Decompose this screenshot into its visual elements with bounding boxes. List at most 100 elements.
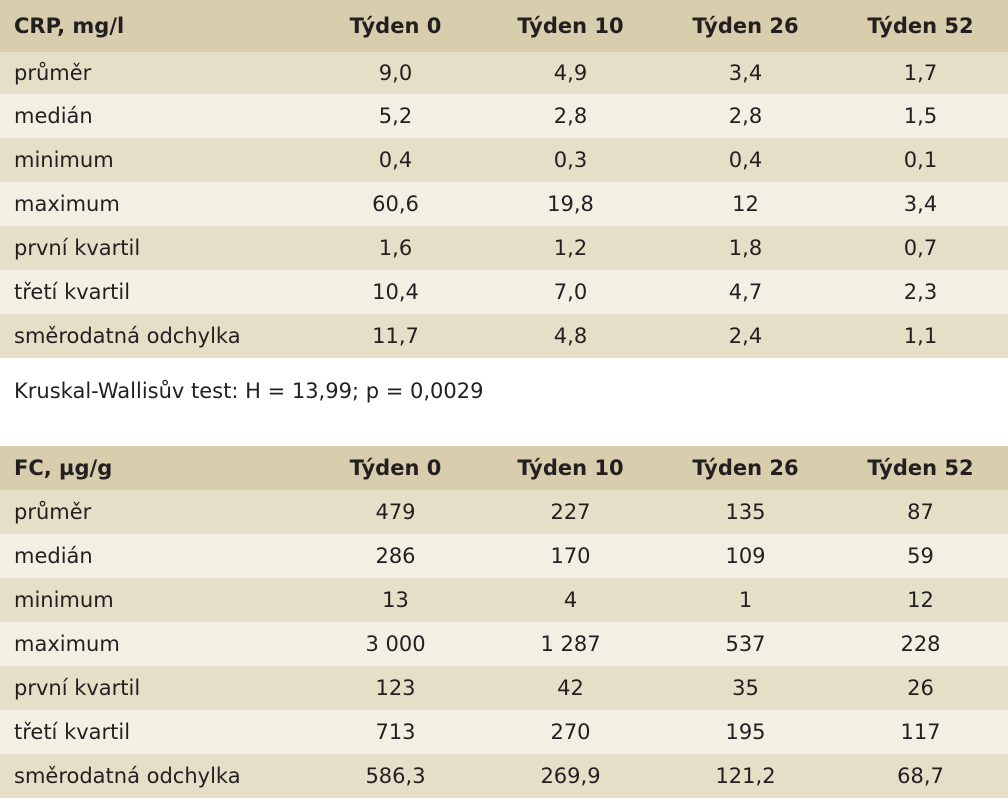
table-cell: 135 [725,500,766,524]
row-label: první kvartil [14,236,141,260]
table-cell: 35 [732,676,759,700]
table-cell: 3,4 [903,192,938,216]
table-cell: 170 [550,544,591,568]
table-cell: 0,3 [553,148,588,172]
table-cell: 0,4 [728,148,763,172]
row-label: maximum [14,192,120,216]
column-header-week-26: Týden 26 [692,456,799,480]
table-cell: 1,5 [903,104,938,128]
table-cell: 286 [375,544,416,568]
table-row: třetí kvartil 10,4 7,0 4,7 2,3 [0,270,1008,314]
table-cell: 7,0 [553,280,588,304]
row-label: minimum [14,148,114,172]
crp-header-row: CRP, mg/l Týden 0 Týden 10 Týden 26 Týde… [0,0,1008,52]
table-cell: 4,7 [728,280,763,304]
table-cell: 19,8 [547,192,594,216]
table-cell: 4,8 [553,324,588,348]
table-row: medián 5,2 2,8 2,8 1,5 [0,94,1008,138]
table-row: minimum 13 4 1 12 [0,578,1008,622]
table-cell: 9,0 [378,61,413,85]
row-label: první kvartil [14,676,141,700]
row-label: třetí kvartil [14,720,131,744]
row-label: minimum [14,588,114,612]
table-cell: 0,1 [903,148,938,172]
table-cell: 117 [900,720,941,744]
table-cell: 4,9 [553,61,588,85]
table-cell: 4 [563,588,578,612]
table-row: směrodatná odchylka 586,3 269,9 121,2 68… [0,754,1008,798]
column-header-week-10: Týden 10 [517,456,624,480]
table-row: průměr 9,0 4,9 3,4 1,7 [0,52,1008,94]
table-cell: 537 [725,632,766,656]
table-cell: 269,9 [540,764,601,788]
table-row: první kvartil 123 42 35 26 [0,666,1008,710]
table-cell: 0,7 [903,236,938,260]
kruskal-wallis-note: Kruskal-Wallisův test: H = 13,99; p = 0,… [0,358,1008,424]
table-cell: 68,7 [897,764,944,788]
table-row: minimum 0,4 0,3 0,4 0,1 [0,138,1008,182]
fc-header-row: FC, µg/g Týden 0 Týden 10 Týden 26 Týden… [0,446,1008,490]
table-row: třetí kvartil 713 270 195 117 [0,710,1008,754]
table-cell: 109 [725,544,766,568]
table-cell: 42 [557,676,584,700]
row-label: směrodatná odchylka [14,764,241,788]
table-cell: 3,4 [728,61,763,85]
row-label: třetí kvartil [14,280,131,304]
table-cell: 2,8 [728,104,763,128]
table-cell: 1,6 [378,236,413,260]
table-cell: 1 287 [540,632,601,656]
table-cell: 1,8 [728,236,763,260]
column-header-week-26: Týden 26 [692,14,799,38]
table-cell: 195 [725,720,766,744]
table-cell: 2,4 [728,324,763,348]
column-header-week-10: Týden 10 [517,14,624,38]
fc-table-title: FC, µg/g [14,456,113,480]
table-cell: 1,2 [553,236,588,260]
row-label: medián [14,104,93,128]
column-header-week-52: Týden 52 [867,456,974,480]
table-cell: 121,2 [715,764,776,788]
table-cell: 26 [907,676,934,700]
table-cell: 5,2 [378,104,413,128]
table-cell: 228 [900,632,941,656]
crp-table-title: CRP, mg/l [14,14,125,38]
table-cell: 10,4 [372,280,419,304]
table-cell: 270 [550,720,591,744]
column-header-week-52: Týden 52 [867,14,974,38]
table-cell: 1 [738,588,753,612]
table-cell: 0,4 [378,148,413,172]
table-cell: 713 [375,720,416,744]
row-label: průměr [14,61,92,85]
table-cell: 227 [550,500,591,524]
table-cell: 2,8 [553,104,588,128]
table-cell: 12 [907,588,934,612]
row-label: směrodatná odchylka [14,324,241,348]
table-cell: 479 [375,500,416,524]
table-row: maximum 3 000 1 287 537 228 [0,622,1008,666]
column-header-week-0: Týden 0 [349,14,442,38]
table-cell: 2,3 [903,280,938,304]
table-cell: 13 [382,588,409,612]
column-header-week-0: Týden 0 [349,456,442,480]
table-row: první kvartil 1,6 1,2 1,8 0,7 [0,226,1008,270]
crp-table: CRP, mg/l Týden 0 Týden 10 Týden 26 Týde… [0,0,1008,358]
table-row: medián 286 170 109 59 [0,534,1008,578]
table-cell: 1,7 [903,61,938,85]
fc-table: FC, µg/g Týden 0 Týden 10 Týden 26 Týden… [0,446,1008,798]
table-row: směrodatná odchylka 11,7 4,8 2,4 1,1 [0,314,1008,358]
row-label: maximum [14,632,120,656]
row-label: medián [14,544,93,568]
table-cell: 60,6 [372,192,419,216]
table-row: maximum 60,6 19,8 12 3,4 [0,182,1008,226]
table-cell: 11,7 [372,324,419,348]
table-cell: 123 [375,676,416,700]
row-label: průměr [14,500,92,524]
table-cell: 87 [907,500,934,524]
table-cell: 12 [732,192,759,216]
table-cell: 586,3 [365,764,426,788]
table-cell: 59 [907,544,934,568]
table-cell: 3 000 [365,632,426,656]
table-row: průměr 479 227 135 87 [0,490,1008,534]
table-cell: 1,1 [903,324,938,348]
table-spacer [0,424,1008,446]
